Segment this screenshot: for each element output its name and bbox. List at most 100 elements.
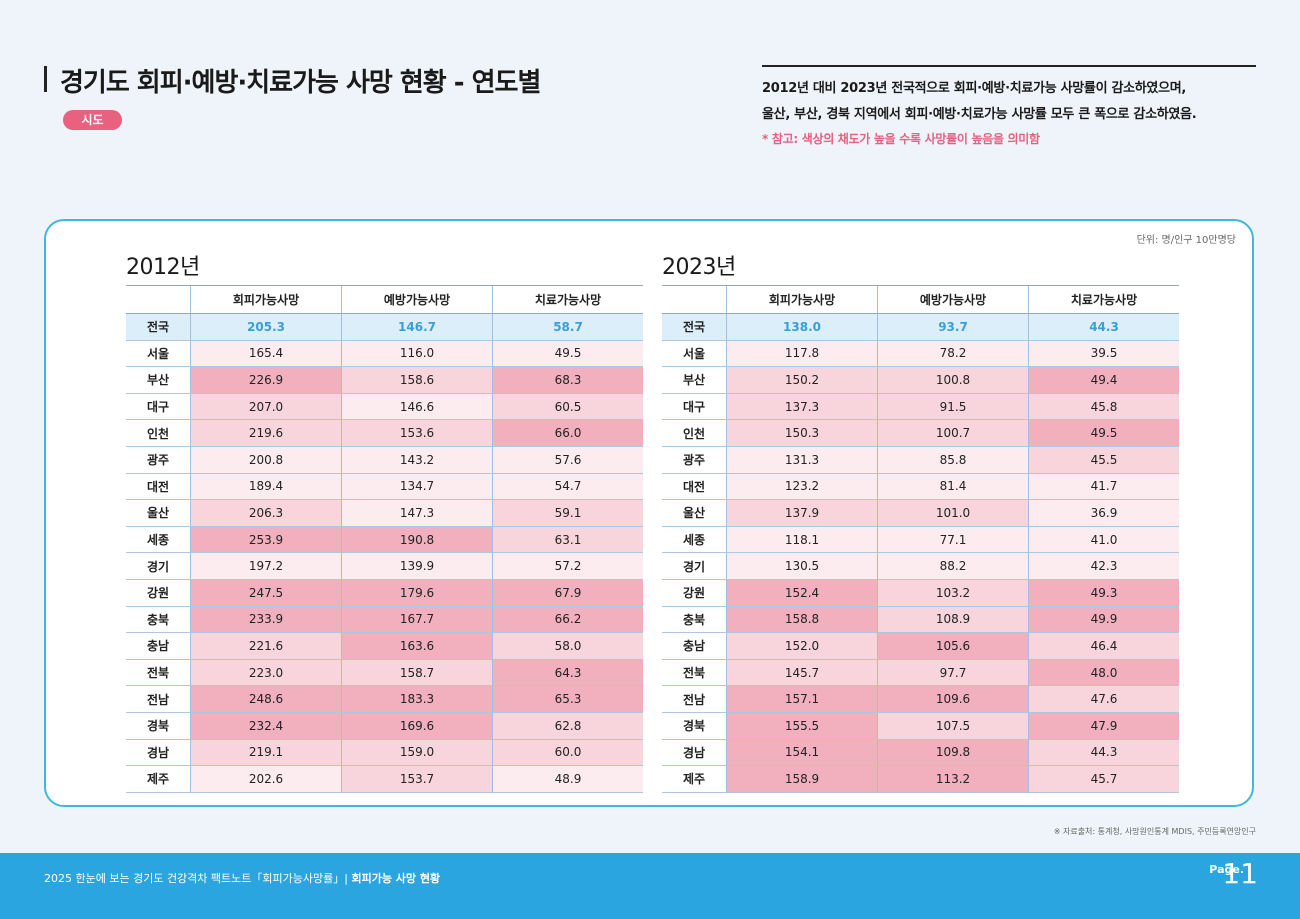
value-cell: 152.0 <box>726 632 878 660</box>
value-cell: 233.9 <box>190 606 342 634</box>
region-cell: 경북 <box>126 712 191 740</box>
region-cell: 강원 <box>662 579 727 607</box>
value-cell: 157.1 <box>726 685 878 713</box>
col-preventable-header: 예방가능사망 <box>341 285 493 314</box>
region-cell: 제주 <box>662 765 727 793</box>
region-cell: 충남 <box>662 632 727 660</box>
value-cell: 60.0 <box>492 739 643 767</box>
value-cell: 123.2 <box>726 473 878 501</box>
value-cell: 197.2 <box>190 552 342 580</box>
value-cell: 103.2 <box>877 579 1029 607</box>
value-cell: 105.6 <box>877 632 1029 660</box>
source-note: ※ 자료출처: 통계청, 사망원인통계 MDIS, 주민등록연앙인구 <box>1053 827 1256 836</box>
region-cell: 전남 <box>126 685 191 713</box>
table-row: 경북 232.4 169.6 62.8 <box>126 712 643 740</box>
table-row: 전남 157.1 109.6 47.6 <box>662 685 1179 713</box>
value-cell: 226.9 <box>190 366 342 394</box>
region-cell: 광주 <box>126 446 191 474</box>
year-2012-heading: 2012년 <box>126 255 200 280</box>
value-cell: 223.0 <box>190 659 342 687</box>
table-row: 광주 200.8 143.2 57.6 <box>126 446 643 474</box>
value-cell: 158.7 <box>341 659 493 687</box>
title-accent-bar <box>44 66 47 92</box>
value-cell: 54.7 <box>492 473 643 501</box>
table-row: 세종 118.1 77.1 41.0 <box>662 526 1179 554</box>
value-cell: 48.9 <box>492 765 643 793</box>
value-cell: 248.6 <box>190 685 342 713</box>
table-row: 부산 150.2 100.8 49.4 <box>662 366 1179 394</box>
table-row: 충북 233.9 167.7 66.2 <box>126 606 643 634</box>
region-cell: 울산 <box>126 499 191 527</box>
value-cell: 57.2 <box>492 552 643 580</box>
value-cell: 44.3 <box>1028 313 1179 341</box>
national-row: 전국 205.3 146.7 58.7 <box>126 313 643 341</box>
region-cell: 전국 <box>126 313 191 341</box>
region-cell: 경기 <box>126 552 191 580</box>
value-cell: 154.1 <box>726 739 878 767</box>
value-cell: 219.1 <box>190 739 342 767</box>
table-row: 인천 219.6 153.6 66.0 <box>126 419 643 447</box>
value-cell: 143.2 <box>341 446 493 474</box>
region-cell: 서울 <box>126 340 191 368</box>
value-cell: 155.5 <box>726 712 878 740</box>
value-cell: 139.9 <box>341 552 493 580</box>
value-cell: 41.7 <box>1028 473 1179 501</box>
page-title: 경기도 회피·예방·치료가능 사망 현황 - 연도별 <box>60 68 541 98</box>
footer-text: 2025 한눈에 보는 경기도 건강격차 팩트노트「회피가능사망률」| 회피가능… <box>44 870 440 886</box>
table-row: 경북 155.5 107.5 47.9 <box>662 712 1179 740</box>
region-cell: 대전 <box>662 473 727 501</box>
value-cell: 137.9 <box>726 499 878 527</box>
table-row: 강원 247.5 179.6 67.9 <box>126 579 643 607</box>
region-cell: 부산 <box>126 366 191 394</box>
value-cell: 219.6 <box>190 419 342 447</box>
footer-section: 회피가능 사망 현황 <box>351 872 441 885</box>
value-cell: 100.8 <box>877 366 1029 394</box>
unit-label: 단위: 명/인구 10만명당 <box>1136 235 1236 246</box>
summary-text: 2012년 대비 2023년 전국적으로 회피·예방·치료가능 사망률이 감소하… <box>762 76 1262 128</box>
value-cell: 66.2 <box>492 606 643 634</box>
value-cell: 48.0 <box>1028 659 1179 687</box>
value-cell: 207.0 <box>190 393 342 421</box>
col-avoidable-header: 회피가능사망 <box>726 285 878 314</box>
region-cell: 광주 <box>662 446 727 474</box>
table-row: 대전 189.4 134.7 54.7 <box>126 473 643 501</box>
table-row: 충북 158.8 108.9 49.9 <box>662 606 1179 634</box>
region-header <box>126 285 191 314</box>
table-row: 울산 206.3 147.3 59.1 <box>126 499 643 527</box>
page-number: 11 <box>1222 857 1258 890</box>
table-row: 충남 152.0 105.6 46.4 <box>662 632 1179 660</box>
value-cell: 134.7 <box>341 473 493 501</box>
value-cell: 158.6 <box>341 366 493 394</box>
value-cell: 62.8 <box>492 712 643 740</box>
value-cell: 147.3 <box>341 499 493 527</box>
value-cell: 49.5 <box>1028 419 1179 447</box>
value-cell: 158.8 <box>726 606 878 634</box>
region-badge: 시도 <box>63 110 122 130</box>
value-cell: 49.5 <box>492 340 643 368</box>
value-cell: 97.7 <box>877 659 1029 687</box>
table-row: 울산 137.9 101.0 36.9 <box>662 499 1179 527</box>
value-cell: 138.0 <box>726 313 878 341</box>
region-cell: 인천 <box>662 419 727 447</box>
value-cell: 42.3 <box>1028 552 1179 580</box>
col-treatable-header: 치료가능사망 <box>492 285 643 314</box>
tables-panel: 단위: 명/인구 10만명당 2012년 회피가능사망 예방가능사망 치료가능사… <box>44 219 1254 807</box>
value-cell: 45.7 <box>1028 765 1179 793</box>
value-cell: 137.3 <box>726 393 878 421</box>
value-cell: 113.2 <box>877 765 1029 793</box>
value-cell: 153.6 <box>341 419 493 447</box>
value-cell: 91.5 <box>877 393 1029 421</box>
year-2023-heading: 2023년 <box>662 255 736 280</box>
region-cell: 전북 <box>126 659 191 687</box>
table-row: 세종 253.9 190.8 63.1 <box>126 526 643 554</box>
summary-line-2: 울산, 부산, 경북 지역에서 회피·예방·치료가능 사망률 모두 큰 폭으로 … <box>762 107 1197 122</box>
footer-bar: 2025 한눈에 보는 경기도 건강격차 팩트노트「회피가능사망률」| 회피가능… <box>0 853 1300 919</box>
value-cell: 153.7 <box>341 765 493 793</box>
value-cell: 146.7 <box>341 313 493 341</box>
region-header <box>662 285 727 314</box>
color-note: * 참고: 색상의 채도가 높을 수록 사망률이 높음을 의미함 <box>762 132 1040 146</box>
value-cell: 78.2 <box>877 340 1029 368</box>
value-cell: 67.9 <box>492 579 643 607</box>
value-cell: 93.7 <box>877 313 1029 341</box>
page-label: Page. <box>1209 863 1244 876</box>
